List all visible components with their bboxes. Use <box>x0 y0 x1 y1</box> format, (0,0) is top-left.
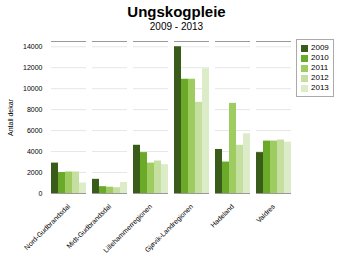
html-text:2011: 2011 <box>311 63 329 72</box>
html-text:2009 - 2013: 2009 - 2013 <box>149 21 204 32</box>
svg-text:Valdres: Valdres <box>255 202 277 224</box>
html-text:Ungskogpleie: Ungskogpleie <box>127 3 226 20</box>
svg-text:6000: 6000 <box>27 127 43 134</box>
svg-text:2000: 2000 <box>27 169 43 176</box>
html-text:2010: 2010 <box>311 53 329 62</box>
svg-text:Gjøvik-Landregionen: Gjøvik-Landregionen <box>143 203 195 255</box>
svg-text:14000: 14000 <box>23 43 43 50</box>
html-text:2009: 2009 <box>311 43 329 52</box>
svg-text:12000: 12000 <box>23 64 43 71</box>
svg-text:Midt-Gudbrandsdal: Midt-Gudbrandsdal <box>65 202 112 249</box>
svg-text:0: 0 <box>39 190 43 197</box>
svg-text:Nord-Gudbrandsdal: Nord-Gudbrandsdal <box>23 202 72 251</box>
svg-text:Lillehammerregionen: Lillehammerregionen <box>102 202 154 254</box>
svg-text:Antall dekar: Antall dekar <box>7 98 14 136</box>
svg-text:8000: 8000 <box>27 106 43 113</box>
svg-text:10000: 10000 <box>23 85 43 92</box>
svg-text:Hadeland: Hadeland <box>209 203 235 229</box>
html-text:2012: 2012 <box>311 73 329 82</box>
svg-text:4000: 4000 <box>27 148 43 155</box>
html-text:2013: 2013 <box>311 83 329 92</box>
